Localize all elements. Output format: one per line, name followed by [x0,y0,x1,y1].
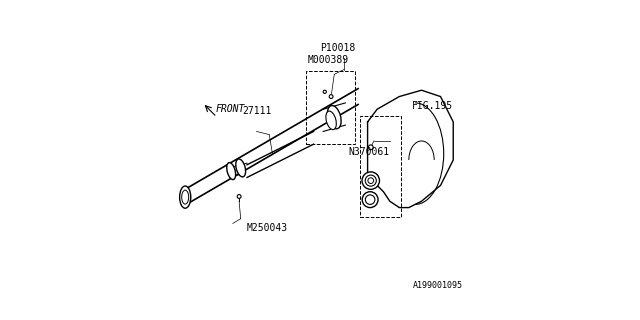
Text: FRONT: FRONT [215,104,244,115]
Text: FIG.195: FIG.195 [412,101,453,111]
Ellipse shape [369,145,373,150]
Bar [306,71,355,144]
Ellipse shape [227,163,236,180]
Ellipse shape [182,190,189,204]
Ellipse shape [237,195,241,198]
Text: 27111: 27111 [242,106,271,116]
Ellipse shape [368,178,374,183]
Ellipse shape [236,159,246,177]
Ellipse shape [180,186,191,208]
Text: A199001095: A199001095 [412,282,462,291]
Ellipse shape [365,175,376,186]
Text: P10018: P10018 [320,43,355,52]
Ellipse shape [365,195,375,204]
Ellipse shape [362,192,378,208]
Bar [360,116,401,217]
Text: N370061: N370061 [349,147,390,157]
Ellipse shape [362,172,380,189]
Ellipse shape [326,111,336,130]
Ellipse shape [323,90,326,93]
Text: M000389: M000389 [308,55,349,65]
Ellipse shape [329,95,333,99]
Text: M250043: M250043 [247,223,288,233]
Ellipse shape [328,106,341,129]
